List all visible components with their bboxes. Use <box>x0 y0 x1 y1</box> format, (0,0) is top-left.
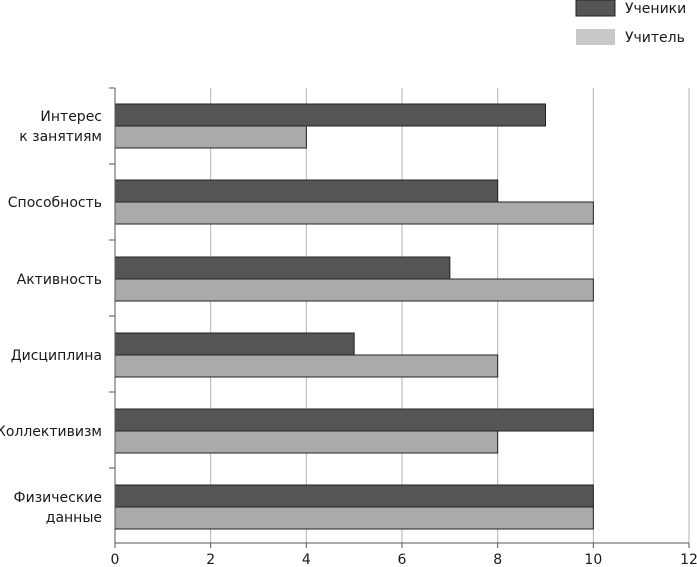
x-tick-label-4: 4 <box>302 552 311 567</box>
bar-series-0-cat-4 <box>114 408 594 432</box>
axes <box>109 87 690 548</box>
category-labels: Интерес к занятиям Способность Активность Ди… <box>0 109 102 526</box>
grid-lines <box>210 88 690 543</box>
category-label-0-line-0: Интерес <box>40 109 102 125</box>
x-tick-label-2: 2 <box>206 552 215 567</box>
category-label-5-line-1: данные <box>46 510 102 526</box>
bars <box>114 103 594 530</box>
category-label-2-line-0: Активность <box>17 272 102 288</box>
category-label-0-line-1: к занятиям <box>19 129 102 145</box>
bar-series-1-cat-5 <box>114 506 594 530</box>
legend-label-1: Учитель <box>625 30 685 46</box>
category-label-1-line-0: Способность <box>8 195 102 211</box>
bar-series-1-cat-1 <box>114 201 594 225</box>
category-label-3-line-0: Дисциплина <box>11 348 102 364</box>
bar-series-0-cat-3 <box>114 332 355 356</box>
x-tick-label-12: 12 <box>680 552 697 567</box>
x-tick-labels: 0 2 4 6 8 10 12 <box>111 552 697 567</box>
bar-series-0-cat-2 <box>114 256 451 280</box>
bar-series-1-cat-2 <box>114 278 594 302</box>
legend-swatch-1 <box>576 29 615 45</box>
bar-series-1-cat-4 <box>114 430 499 454</box>
bar-series-1-cat-0 <box>114 125 307 149</box>
category-label-4-line-0: Коллективизм <box>0 424 102 440</box>
x-tick-label-8: 8 <box>493 552 502 567</box>
bar-series-0-cat-0 <box>114 103 546 127</box>
bar-series-0-cat-5 <box>114 484 594 508</box>
x-tick-label-0: 0 <box>111 552 120 567</box>
legend: Ученики Учитель <box>575 0 686 46</box>
category-label-5-line-0: Физические <box>14 490 102 506</box>
legend-label-0: Ученики <box>625 1 686 17</box>
bar-series-0-cat-1 <box>114 179 499 203</box>
bar-series-1-cat-3 <box>114 354 499 378</box>
legend-swatch-0 <box>575 0 616 17</box>
x-tick-label-10: 10 <box>584 552 602 567</box>
x-tick-label-6: 6 <box>398 552 407 567</box>
